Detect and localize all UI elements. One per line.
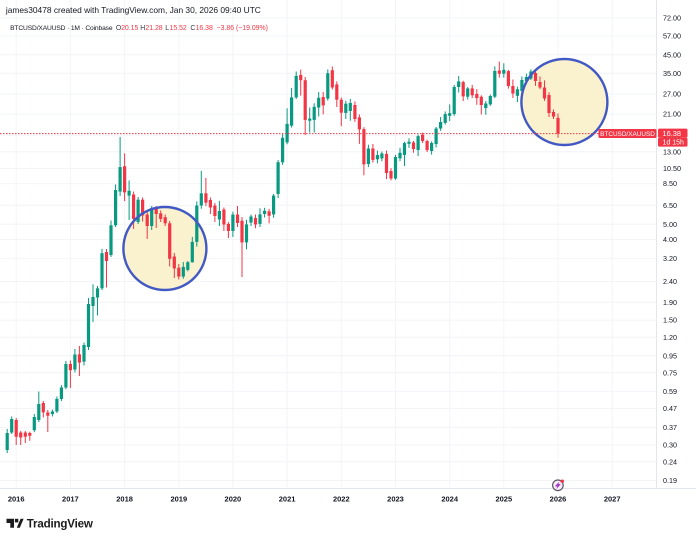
svg-text:16.38: 16.38 [663, 129, 682, 138]
svg-text:2020: 2020 [225, 495, 242, 504]
svg-text:16.38: 16.38 [196, 25, 213, 32]
svg-text:1.20: 1.20 [663, 333, 677, 342]
svg-text:10.50: 10.50 [663, 164, 681, 173]
svg-text:2024: 2024 [441, 495, 459, 504]
svg-text:72.00: 72.00 [663, 14, 681, 23]
svg-text:0.37: 0.37 [663, 423, 677, 432]
svg-text:2025: 2025 [495, 495, 512, 504]
svg-text:1d 15h: 1d 15h [663, 140, 685, 147]
svg-text:5.00: 5.00 [663, 220, 677, 229]
svg-text:0.19: 0.19 [663, 476, 677, 485]
svg-text:6.50: 6.50 [663, 201, 677, 210]
svg-text:21.00: 21.00 [663, 110, 681, 119]
svg-text:TradingView: TradingView [27, 517, 94, 530]
svg-text:L: L [165, 25, 169, 32]
svg-text:0.95: 0.95 [663, 351, 677, 360]
svg-text:2027: 2027 [604, 495, 621, 504]
svg-text:O: O [116, 25, 122, 32]
svg-text:BTCUSD/XAUUSD: BTCUSD/XAUUSD [600, 131, 655, 138]
svg-text:C: C [190, 25, 195, 32]
svg-text:2019: 2019 [170, 495, 187, 504]
svg-text:13.00: 13.00 [663, 147, 681, 156]
svg-text:BTCUSD/XAUUSD · 1M · Coinbase: BTCUSD/XAUUSD · 1M · Coinbase [10, 25, 113, 32]
svg-text:45.00: 45.00 [663, 50, 681, 59]
svg-text:27.00: 27.00 [663, 90, 681, 99]
svg-text:H: H [140, 25, 145, 32]
svg-text:3.20: 3.20 [663, 254, 677, 263]
svg-text:2016: 2016 [8, 495, 25, 504]
svg-text:21.28: 21.28 [145, 25, 162, 32]
svg-text:2.40: 2.40 [663, 277, 677, 286]
svg-text:2022: 2022 [333, 495, 350, 504]
svg-text:2023: 2023 [387, 495, 404, 504]
svg-text:0.24: 0.24 [663, 457, 677, 466]
svg-text:james30478 created with Tradin: james30478 created with TradingView.com,… [5, 5, 261, 15]
svg-text:2021: 2021 [279, 495, 296, 504]
svg-text:1.50: 1.50 [663, 316, 677, 325]
svg-text:2017: 2017 [62, 495, 79, 504]
svg-text:0.30: 0.30 [663, 441, 677, 450]
svg-text:20.15: 20.15 [121, 25, 138, 32]
svg-text:8.50: 8.50 [663, 179, 677, 188]
svg-text:−3.86 (−19.09%): −3.86 (−19.09%) [217, 25, 268, 32]
svg-text:2018: 2018 [116, 495, 133, 504]
svg-text:57.00: 57.00 [663, 32, 681, 41]
svg-text:4.00: 4.00 [663, 235, 677, 244]
svg-text:1.90: 1.90 [663, 298, 677, 307]
svg-text:0.47: 0.47 [663, 404, 677, 413]
svg-text:35.00: 35.00 [663, 69, 681, 78]
svg-text:0.59: 0.59 [663, 387, 677, 396]
svg-text:0.75: 0.75 [663, 368, 677, 377]
svg-text:2026: 2026 [550, 495, 567, 504]
svg-text:15.52: 15.52 [170, 25, 187, 32]
